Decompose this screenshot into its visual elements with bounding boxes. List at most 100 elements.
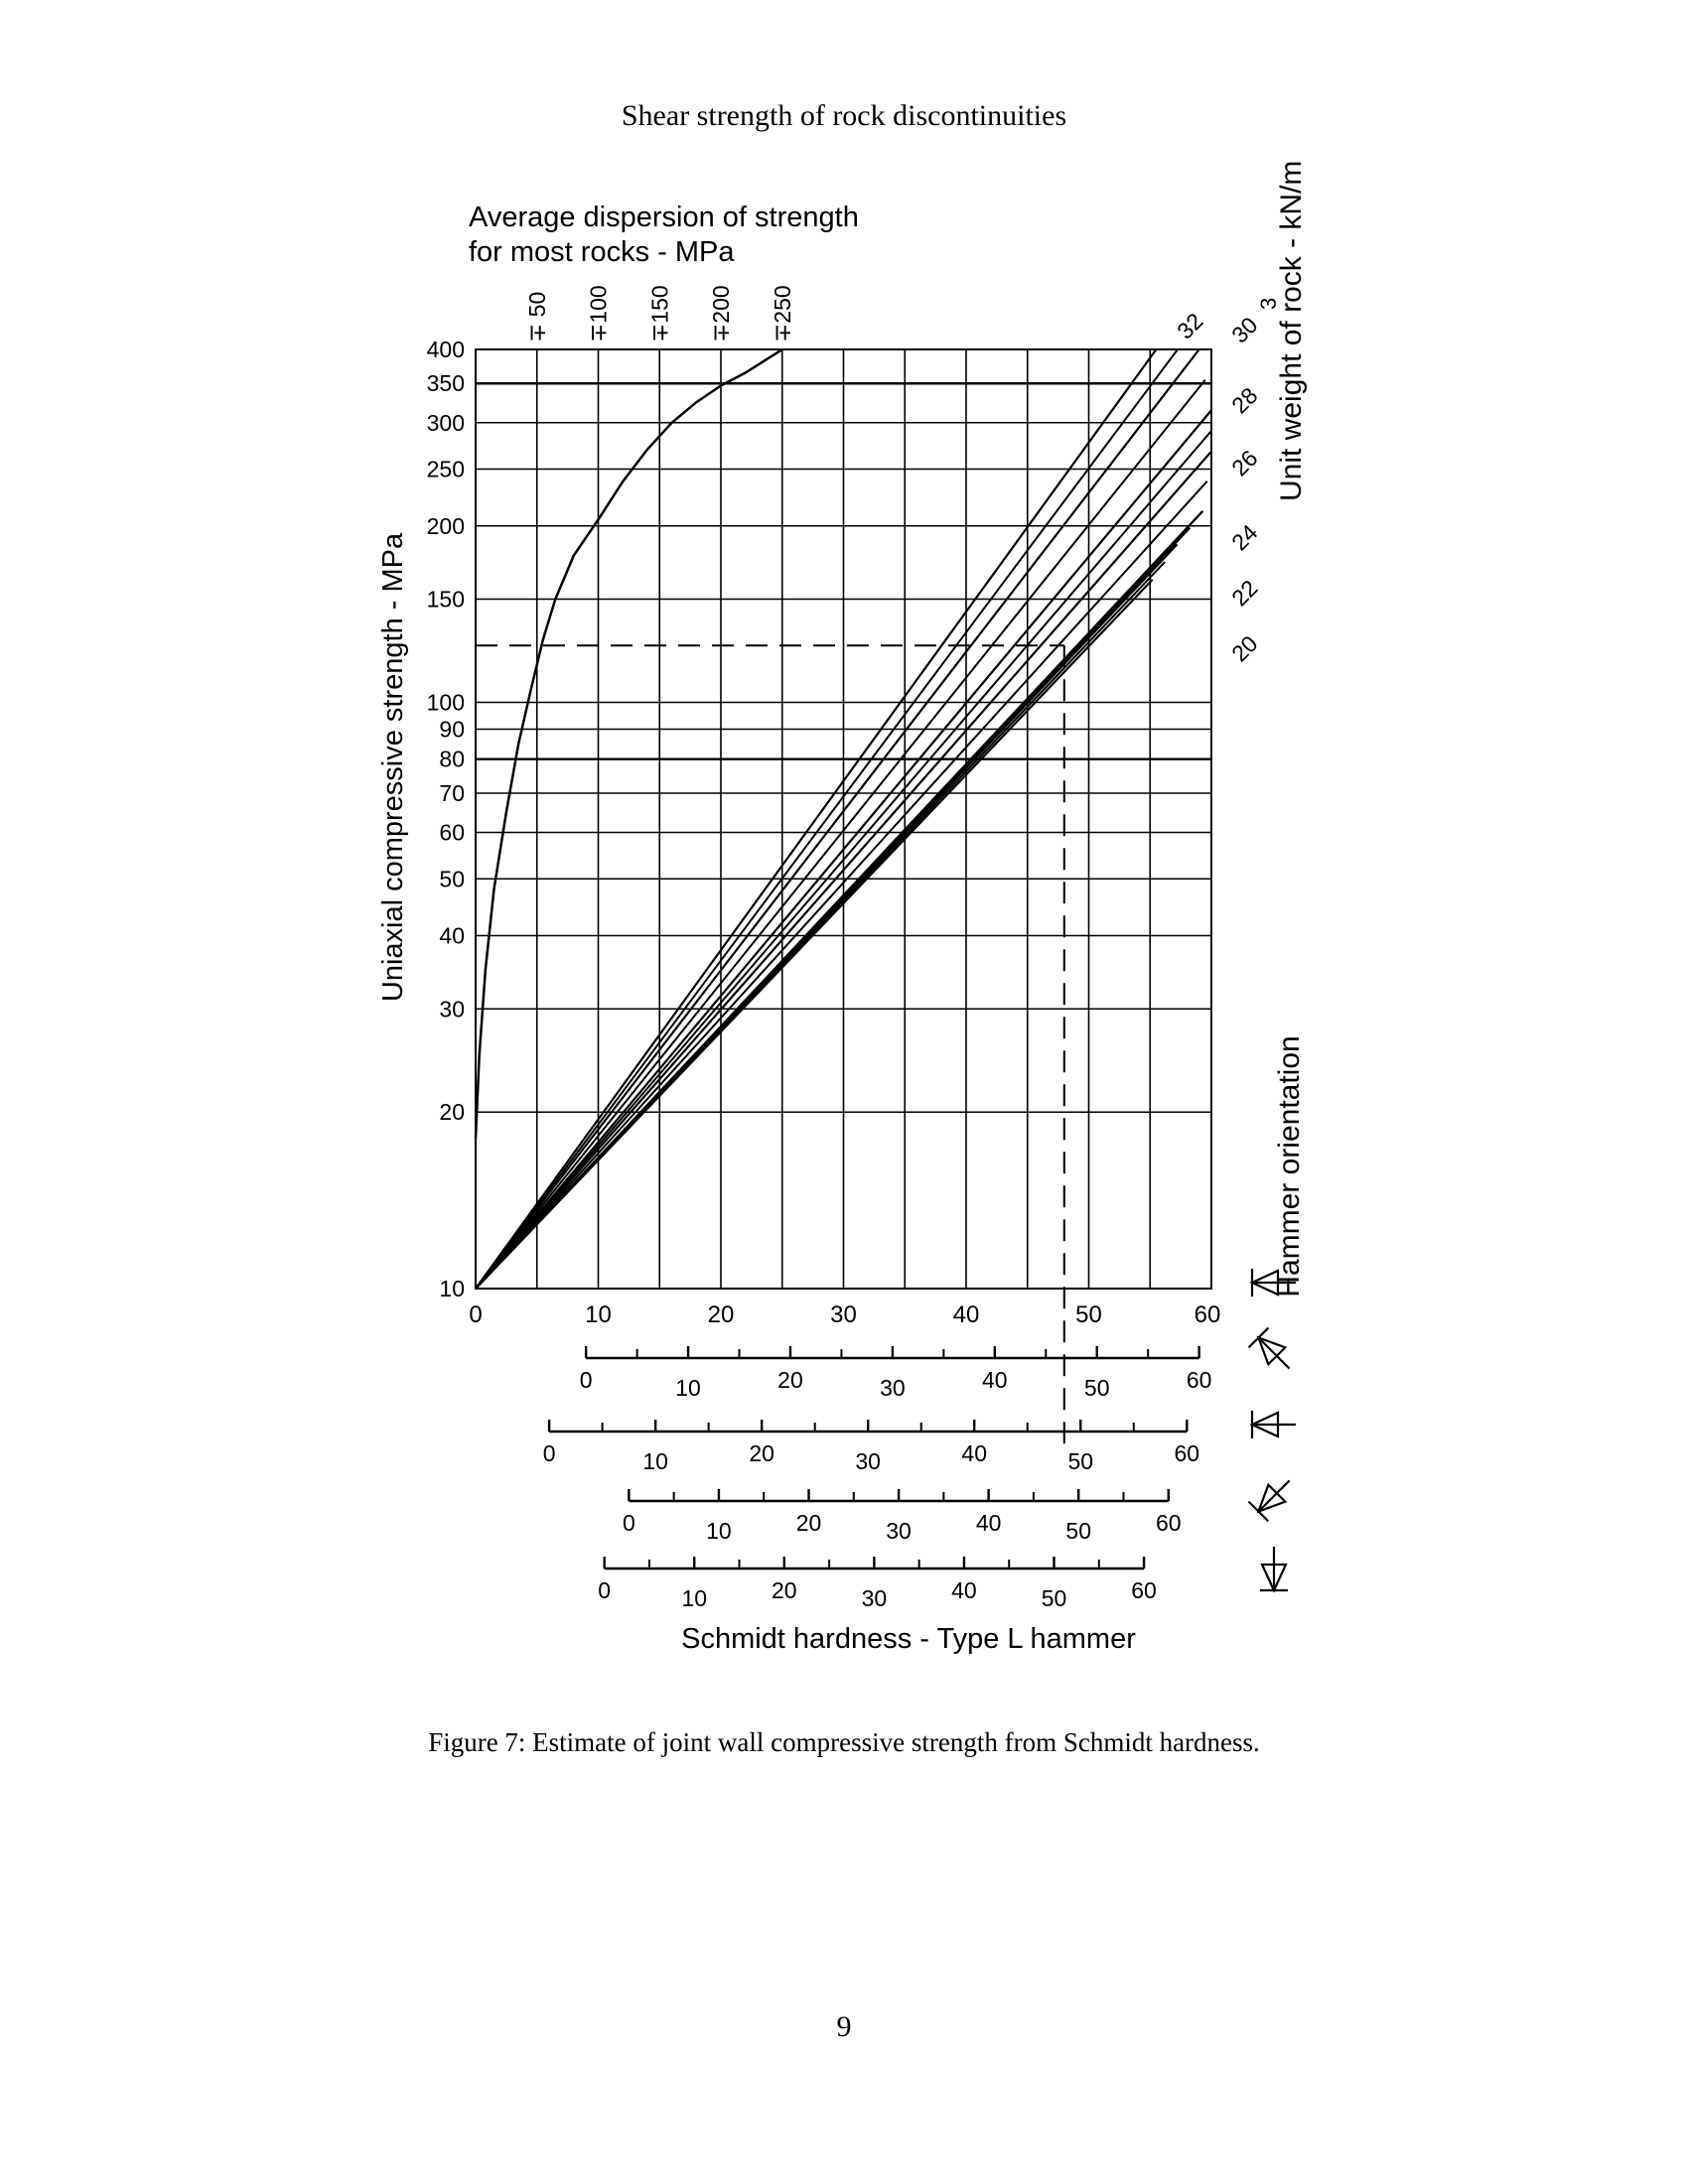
y-tick-label: 200 bbox=[427, 513, 465, 539]
unit-weight-line-intermediate bbox=[475, 430, 1212, 1290]
hammer-scale-label: 10 bbox=[681, 1585, 707, 1611]
unit-weight-line-intermediate bbox=[475, 526, 1192, 1290]
y-tick-label: 40 bbox=[439, 922, 465, 948]
hammer-scale-label: 30 bbox=[855, 1448, 881, 1474]
y-tick-label: 10 bbox=[439, 1276, 465, 1301]
y-tick-label: 150 bbox=[427, 587, 465, 613]
hammer-scale-label: 40 bbox=[961, 1440, 987, 1466]
hammer-scale-label: 20 bbox=[777, 1367, 803, 1393]
plot-frame bbox=[475, 348, 1212, 1290]
hammer-scale-label: 60 bbox=[1131, 1577, 1157, 1603]
hammer-scale-label: 60 bbox=[1175, 1440, 1200, 1466]
y-tick-label: 60 bbox=[439, 820, 465, 846]
dispersion-label: ∓100 bbox=[586, 285, 612, 342]
hammer-scale-label: 50 bbox=[1065, 1518, 1091, 1544]
unit-weight-label: 20 bbox=[1226, 630, 1262, 666]
x-tick-label: 30 bbox=[830, 1301, 857, 1328]
x-tick-label: 60 bbox=[1195, 1301, 1221, 1328]
dispersion-label: ∓200 bbox=[708, 285, 734, 342]
hammer-scale-label: 60 bbox=[1187, 1367, 1212, 1393]
arrow-horizontal-icon bbox=[1249, 1411, 1296, 1438]
hammer-scale-label: 20 bbox=[772, 1577, 797, 1603]
dispersion-curve bbox=[474, 347, 783, 1140]
unit-weight-label: 24 bbox=[1226, 519, 1263, 556]
hammer-scale-label: 30 bbox=[880, 1375, 906, 1401]
y-tick-label: 80 bbox=[439, 747, 465, 772]
hammer-scale-label: 0 bbox=[598, 1577, 611, 1603]
unit-weight-label: 28 bbox=[1226, 382, 1262, 418]
hammer-scale-label: 40 bbox=[976, 1510, 1002, 1536]
chart-grid bbox=[475, 348, 1212, 1290]
unit-weight-label: 26 bbox=[1226, 445, 1262, 480]
y-tick-label: 20 bbox=[439, 1099, 465, 1125]
y-tick-label: 70 bbox=[439, 780, 465, 806]
unit-weight-line-intermediate bbox=[475, 348, 1179, 1290]
unit-weight-label: 30 bbox=[1226, 312, 1262, 347]
hammer-scales: 0 10 20 30 40 50 60 0 10 20 30 40 50 60 0 10 20 30 40 50 60 0… bbox=[543, 1346, 1212, 1611]
y-tick-label: 30 bbox=[439, 996, 465, 1022]
hammer-scale-label: 30 bbox=[862, 1585, 888, 1611]
hammer-scale-label: 60 bbox=[1156, 1510, 1182, 1536]
hammer-scale-label: 0 bbox=[580, 1367, 593, 1393]
icon-arrowhead bbox=[1256, 1482, 1288, 1514]
hammer-scale-label: 20 bbox=[796, 1510, 822, 1536]
icon-shaft bbox=[1257, 1479, 1291, 1513]
y-tick-label: 50 bbox=[439, 866, 465, 891]
x-tick-label: 10 bbox=[585, 1301, 612, 1328]
x-axis-label: Schmidt hardness - Type L hammer bbox=[681, 1623, 1136, 1655]
x-tick-label: 20 bbox=[708, 1301, 735, 1328]
hammer-scale-label: 50 bbox=[1042, 1585, 1067, 1611]
icon-arrowhead bbox=[1260, 1563, 1288, 1593]
y-tick-label: 350 bbox=[427, 370, 465, 396]
unit-weight-axis-label: Unit weight of rock - kN/m bbox=[1275, 161, 1308, 501]
icon-arrowhead bbox=[1256, 1335, 1288, 1367]
dispersion-label: ∓150 bbox=[646, 285, 672, 342]
hammer-scale-label: 50 bbox=[1084, 1375, 1110, 1401]
arrow-up-vertical-icon bbox=[1260, 1547, 1288, 1593]
y-tick-label: 400 bbox=[427, 337, 465, 362]
hammer-scale-label: 0 bbox=[623, 1510, 635, 1536]
icon-arrowhead bbox=[1249, 1269, 1280, 1297]
unit-weight-line-32 bbox=[475, 348, 1158, 1290]
dispersion-label: ∓250 bbox=[770, 285, 795, 342]
hammer-scale-label: 40 bbox=[951, 1577, 977, 1603]
y-tick-label: 100 bbox=[427, 690, 465, 716]
arrow-down-horizontal-icon bbox=[1249, 1269, 1296, 1297]
hammer-scale-label: 0 bbox=[543, 1440, 556, 1466]
dispersion-label: ∓ 50 bbox=[524, 292, 550, 342]
y-tick-label: 300 bbox=[427, 410, 465, 436]
unit-weight-label: 22 bbox=[1226, 575, 1262, 611]
x-tick-label: 0 bbox=[469, 1301, 482, 1328]
y-tick-label: 250 bbox=[427, 457, 465, 482]
unit-weight-line-intermediate bbox=[475, 378, 1206, 1290]
y-axis-label: Uniaxial compressive strength - MPa bbox=[377, 532, 409, 1002]
hammer-scale-label: 40 bbox=[982, 1367, 1008, 1393]
hammer-scale-label: 10 bbox=[706, 1518, 732, 1544]
unit-weight-line-26 bbox=[475, 450, 1212, 1290]
unit-weight-label: 32 bbox=[1172, 308, 1207, 343]
unit-weight-line-30 bbox=[475, 348, 1200, 1290]
icon-arrowhead bbox=[1249, 1411, 1280, 1438]
hammer-orientation-icons bbox=[1247, 1269, 1296, 1593]
unit-weight-line-intermediate bbox=[475, 480, 1208, 1290]
page-header: Shear strength of rock discontinuities bbox=[621, 99, 1067, 132]
hammer-scale-label: 20 bbox=[749, 1440, 774, 1466]
chart-title-line: Average dispersion of strength bbox=[469, 202, 859, 233]
icon-shaft bbox=[1257, 1336, 1291, 1370]
hammer-scale-label: 10 bbox=[642, 1448, 668, 1474]
chart-curves bbox=[474, 347, 1212, 1444]
arrow-down-45-icon bbox=[1247, 1326, 1291, 1370]
arrow-up-45-icon bbox=[1247, 1479, 1291, 1523]
unit-weight-axis-superscript: 3 bbox=[1256, 298, 1281, 310]
hammer-scale-label: 10 bbox=[675, 1375, 701, 1401]
hammer-orientation-label: Hammer orientation bbox=[1273, 1035, 1306, 1297]
chart-title-line: for most rocks - MPa bbox=[469, 236, 735, 268]
page-number: 9 bbox=[836, 2010, 852, 2043]
hammer-scale-label: 30 bbox=[886, 1518, 912, 1544]
x-tick-label: 50 bbox=[1075, 1301, 1102, 1328]
y-tick-label: 90 bbox=[439, 717, 465, 743]
unit-weight-line-28 bbox=[475, 409, 1212, 1290]
hammer-scale-label: 50 bbox=[1067, 1448, 1093, 1474]
figure-caption: Figure 7: Estimate of joint wall compres… bbox=[428, 1727, 1260, 1757]
